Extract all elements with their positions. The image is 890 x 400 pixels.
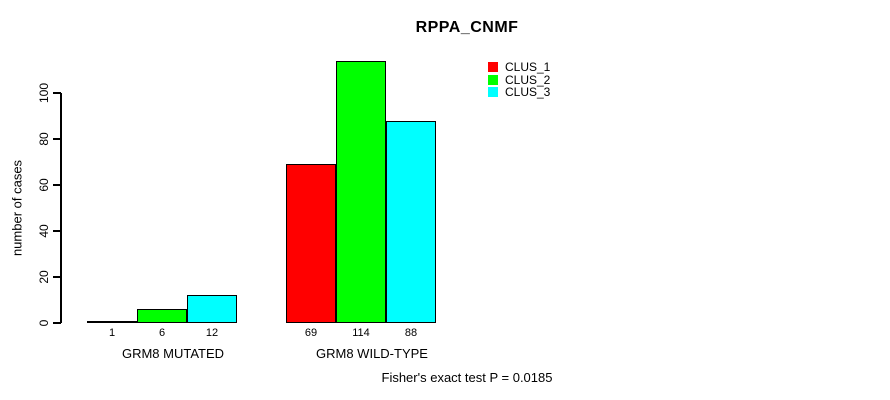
y-tick-label: 20: [37, 270, 51, 284]
bar-value-label: 1: [108, 327, 116, 339]
y-tick-mark: [53, 230, 61, 232]
y-tick-mark: [53, 322, 61, 324]
legend-item-clus-2: CLUS_2: [488, 72, 551, 87]
bar-value-label: 69: [304, 327, 318, 339]
legend-label: CLUS_3: [505, 85, 551, 100]
y-axis-label: number of cases: [9, 159, 25, 257]
bar-value-label: 88: [404, 327, 418, 339]
legend-item-clus-1: CLUS_1: [488, 60, 551, 75]
legend: CLUS_1 CLUS_2 CLUS_3: [488, 60, 551, 100]
legend-swatch-clus-2: [488, 74, 498, 85]
legend-label: CLUS_1: [505, 60, 551, 75]
bar-clus_3-grm8-mutated: [187, 295, 237, 323]
bar-clus_1-grm8-mutated: [87, 321, 137, 323]
bar-value-label: 6: [158, 327, 166, 339]
legend-label: CLUS_2: [505, 72, 551, 87]
y-tick-label: 0: [37, 319, 51, 327]
y-tick-label: 60: [37, 178, 51, 192]
bar-clus_1-grm8-wild-type: [286, 164, 336, 323]
y-tick-mark: [53, 138, 61, 140]
y-tick-label: 100: [37, 82, 51, 104]
chart-title: RPPA_CNMF: [415, 19, 519, 36]
legend-swatch-clus-1: [488, 62, 498, 73]
y-axis-line: [60, 93, 62, 323]
legend-item-clus-3: CLUS_3: [488, 85, 551, 100]
fisher-test-annotation: Fisher's exact test P = 0.0185: [381, 370, 553, 385]
y-tick-label: 80: [37, 132, 51, 146]
bar-clus_2-grm8-wild-type: [336, 61, 386, 323]
y-tick-mark: [53, 184, 61, 186]
group-label-grm8-mutated: GRM8 MUTATED: [121, 346, 225, 361]
bar-clus_2-grm8-mutated: [137, 309, 187, 323]
bar-value-label: 114: [352, 327, 370, 339]
y-tick-label: 40: [37, 224, 51, 238]
group-label-grm8-wild-type: GRM8 WILD-TYPE: [316, 346, 428, 361]
bar-clus_3-grm8-wild-type: [386, 121, 436, 323]
y-tick-mark: [53, 92, 61, 94]
legend-swatch-clus-3: [488, 87, 498, 98]
bar-value-label: 12: [205, 327, 219, 339]
y-tick-mark: [53, 276, 61, 278]
